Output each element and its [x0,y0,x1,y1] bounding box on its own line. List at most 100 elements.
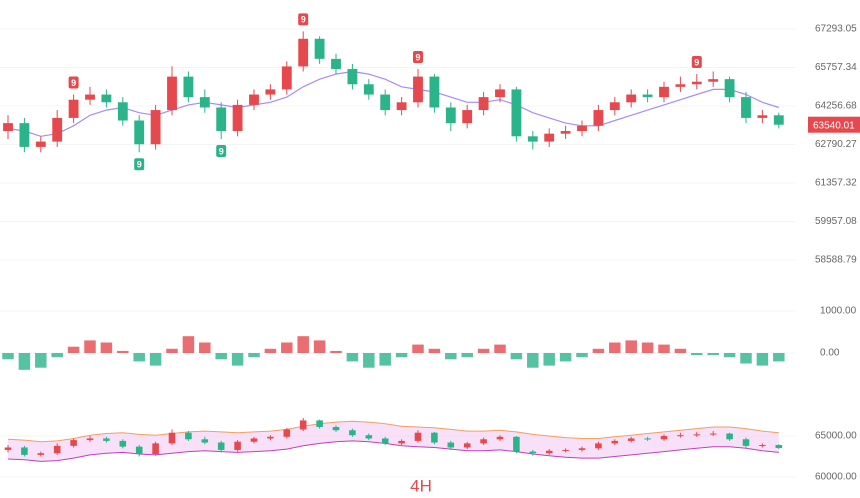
candle-body [19,123,30,147]
candle-body [234,441,241,450]
y-tick-label: 61357.32 [815,178,857,189]
candle-body [742,439,750,446]
macd-bar [51,353,63,358]
signal-badge [134,158,145,171]
candle-body [578,448,586,450]
signal-badge [68,76,79,89]
candle-body [283,429,291,437]
candle-body [86,438,94,441]
y-tick-label: 65000.00 [815,431,857,442]
candle-body [527,136,538,142]
candle-body [35,141,46,147]
macd-bar [674,348,687,354]
macd-bar [297,336,309,354]
candle-body [117,102,128,121]
macd-bar [117,350,129,354]
macd-bar [740,353,752,364]
candle-body [199,97,210,108]
candle-body [167,76,177,111]
candle-body [709,433,717,435]
candle-body [4,447,12,450]
macd-bar [133,353,145,362]
candle-body [593,110,604,126]
candle-body [447,442,455,448]
candle-body [708,79,719,82]
candle-body [298,38,309,67]
macd-bar [543,353,555,366]
candle-body [185,432,192,440]
macd-bar [313,340,326,354]
macd-bar [346,353,359,362]
macd-bar [461,353,473,358]
candle-body [68,99,79,118]
signal-badge [413,50,423,63]
y-tick-label: 67293.05 [815,24,857,35]
candle-body [431,432,438,443]
candle-body [332,426,340,431]
candle-body [445,107,456,124]
candle-body [249,94,259,105]
y-tick-label: 62790.27 [815,139,857,150]
candle-body [429,76,440,108]
candle-body [675,84,686,87]
candle-body [677,435,684,437]
candle-body [232,104,243,132]
macd-bar [166,348,178,354]
candle-body [183,76,194,98]
candle-body [496,436,504,440]
candle-body [611,440,619,444]
macd-bar [559,353,572,362]
candle-body [726,433,733,440]
y-tick-label: 1000.00 [820,306,857,317]
candle-body [381,438,389,444]
signal-label: 9 [301,15,306,25]
signal-badge [216,144,227,157]
macd-bar [363,353,375,368]
candle-body [37,453,45,455]
macd-bar [379,353,391,366]
candle-body [757,115,768,118]
candle-body [250,438,258,442]
candle-body [480,439,487,444]
candle-body [168,432,176,444]
candle-body [691,81,702,85]
candle-body [299,420,307,430]
candle-body [529,451,537,454]
band-area [8,421,779,462]
macd-bar [395,353,408,358]
candle-body [281,66,292,90]
candle-body [642,94,653,98]
candle-body [152,443,159,455]
candle-body [513,436,520,452]
macd-bar [592,348,605,354]
candle-body [495,89,505,98]
candle-body [627,438,635,441]
candle-body [201,439,209,443]
macd-bar [625,340,637,354]
candle-body [101,94,112,103]
candle-body [216,107,227,132]
candle-body [119,440,127,447]
candle-body [759,445,766,447]
timeframe: 4H [410,476,432,495]
signal-badge [298,13,309,26]
candle-body [775,445,783,448]
candle-body [577,125,587,132]
candle-body [544,133,555,142]
y-tick-label: 59957.08 [815,216,857,227]
candle-body [660,436,668,440]
y-tick-label: 58588.79 [815,255,857,266]
macd-bar [576,353,588,358]
band-upper [7,420,779,443]
macd-bar [18,353,31,370]
current-price: 63540.01 [813,120,855,131]
macd-bar [100,342,113,354]
candle-body [314,38,325,59]
candle-body [21,447,28,455]
macd-bar [182,336,195,354]
macd-bar [510,353,523,360]
signal-label: 9 [71,78,76,88]
macd-bar [658,344,670,354]
y-tick-label: 60000.00 [815,472,857,483]
